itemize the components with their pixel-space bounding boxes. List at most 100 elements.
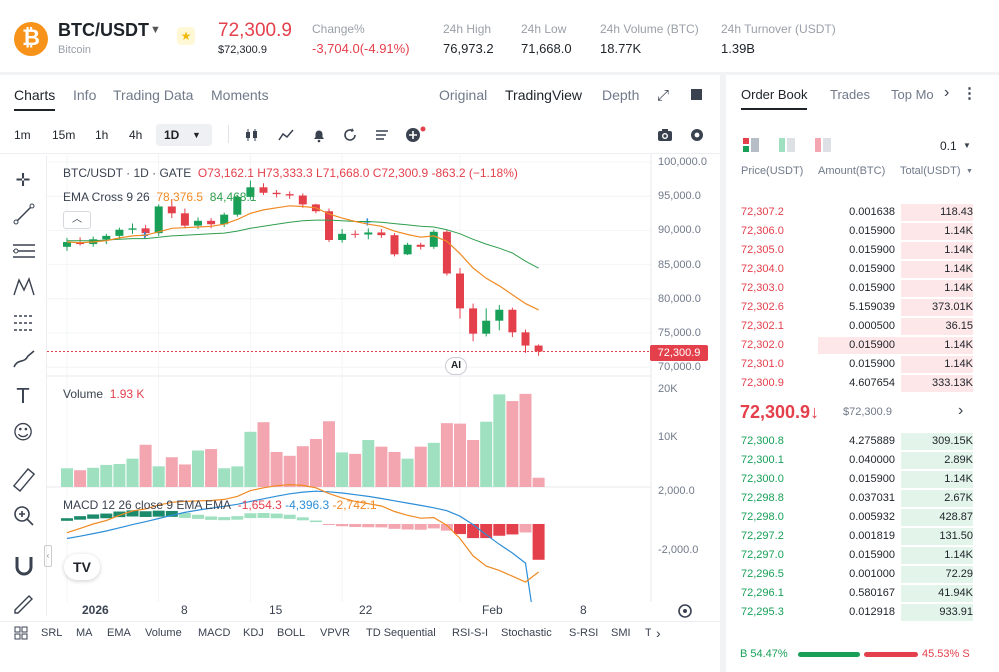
magnet-icon[interactable] xyxy=(12,554,36,578)
macd-hist-bar xyxy=(126,510,139,517)
ask-row[interactable]: 72,302.6 5.159039 373.01K xyxy=(733,298,973,317)
timeframe-1m[interactable]: 1m xyxy=(14,128,31,142)
expand-icon[interactable]: ⤢ xyxy=(657,87,670,104)
tab-info[interactable]: Info xyxy=(73,87,97,103)
indicator-ma[interactable]: MA xyxy=(76,627,93,639)
macd-hist-bar xyxy=(74,516,87,520)
ask-row[interactable]: 72,305.0 0.015900 1.14K xyxy=(733,241,973,260)
ask-row[interactable]: 72,304.0 0.015900 1.14K xyxy=(733,260,973,279)
chart-settings-icon[interactable] xyxy=(677,603,693,619)
chevron-down-icon[interactable]: ▼ xyxy=(966,168,973,175)
trend-line-icon[interactable] xyxy=(13,203,35,225)
ask-row[interactable]: 72,302.0 0.015900 1.14K xyxy=(733,336,973,355)
indicator-volume[interactable]: Volume xyxy=(145,627,182,639)
macd-hist-bar xyxy=(323,524,335,525)
fullscreen-icon[interactable] xyxy=(691,89,702,100)
tab-trades[interactable]: Trades xyxy=(830,87,870,102)
emoji-icon[interactable]: ☺ xyxy=(12,420,34,444)
ask-row[interactable]: 72,301.0 0.015900 1.14K xyxy=(733,355,973,374)
bid-row[interactable]: 72,296.1 0.580167 41.94K xyxy=(733,584,973,603)
pair-selector[interactable]: BTC/USDT xyxy=(58,20,149,40)
pattern-icon[interactable] xyxy=(12,276,36,298)
book-both-icon[interactable] xyxy=(742,137,760,153)
ask-row[interactable]: 72,300.9 4.607654 333.13K xyxy=(733,374,973,393)
timeframe-1d[interactable]: 1D xyxy=(164,128,180,142)
indicator-truncated[interactable]: T xyxy=(645,627,651,639)
horizontal-lines-icon[interactable] xyxy=(12,240,36,262)
depth-bar xyxy=(901,471,973,488)
ask-row[interactable]: 72,303.0 0.015900 1.14K xyxy=(733,279,973,298)
add-indicator-icon[interactable] xyxy=(405,125,427,143)
precision-select[interactable]: 0.1 xyxy=(940,139,957,153)
indicator-macd[interactable]: MACD xyxy=(198,627,231,639)
gear-icon[interactable] xyxy=(689,127,705,143)
more-menu-icon[interactable]: ⋮ xyxy=(962,85,977,102)
indicator-grid-icon[interactable] xyxy=(14,626,28,640)
chevron-right-icon[interactable]: › xyxy=(944,84,950,101)
chevron-down-icon[interactable]: ▼ xyxy=(150,24,161,36)
edit-lock-icon[interactable] xyxy=(12,590,36,614)
indicator-kdj[interactable]: KDJ xyxy=(243,627,264,639)
tab-moments[interactable]: Moments xyxy=(211,87,269,103)
bid-row[interactable]: 72,298.8 0.037031 2.67K xyxy=(733,489,973,508)
zoom-icon[interactable] xyxy=(12,504,36,528)
view-tradingview[interactable]: TradingView xyxy=(505,87,583,103)
chevron-down-icon[interactable]: ▼ xyxy=(963,141,971,150)
settings-list-icon[interactable] xyxy=(374,127,390,143)
timeframe-4h[interactable]: 4h xyxy=(129,128,143,142)
bid-amount: 0.580167 xyxy=(849,587,895,599)
collapse-toolbar-handle[interactable]: ‹ xyxy=(44,545,52,567)
tab-trading-data[interactable]: Trading Data xyxy=(113,87,194,103)
ruler-icon[interactable] xyxy=(12,468,36,492)
bid-price: 72,297.0 xyxy=(741,549,784,561)
fib-icon[interactable] xyxy=(12,312,36,334)
camera-icon[interactable] xyxy=(657,127,673,143)
view-depth[interactable]: Depth xyxy=(602,87,640,103)
bid-row[interactable]: 72,297.0 0.015900 1.14K xyxy=(733,546,973,565)
alert-icon[interactable] xyxy=(311,127,327,143)
ask-total: 1.14K xyxy=(944,225,973,237)
tab-top-movers[interactable]: Top Mo xyxy=(891,87,934,102)
macd-line xyxy=(66,490,532,602)
chevron-right-icon[interactable]: › xyxy=(656,625,661,641)
indicator-ema[interactable]: EMA xyxy=(107,627,131,639)
indicator-s-rsi[interactable]: S-RSI xyxy=(569,627,599,639)
ask-row[interactable]: 72,302.1 0.000500 36.15 xyxy=(733,317,973,336)
book-asks-icon[interactable] xyxy=(814,137,832,153)
indicator-stochastic[interactable]: Stochastic xyxy=(501,627,552,639)
text-tool-icon[interactable]: T xyxy=(16,384,30,408)
tab-charts[interactable]: Charts xyxy=(14,87,56,111)
brush-icon[interactable] xyxy=(12,348,36,370)
crosshair-icon[interactable]: ✛ xyxy=(15,170,31,191)
bid-row[interactable]: 72,300.1 0.040000 2.89K xyxy=(733,451,973,470)
ask-row[interactable]: 72,307.2 0.001638 118.43 xyxy=(733,203,973,222)
indicator-boll[interactable]: BOLL xyxy=(277,627,306,639)
bid-row[interactable]: 72,298.0 0.005932 428.87 xyxy=(733,508,973,527)
indicator-rsi-s-i[interactable]: RSI-S-I xyxy=(452,627,489,639)
bid-row[interactable]: 72,300.8 4.275889 309.15K xyxy=(733,432,973,451)
timeframe-1h[interactable]: 1h xyxy=(95,128,109,142)
book-bids-icon[interactable] xyxy=(778,137,796,153)
favorite-star-icon[interactable]: ★ xyxy=(177,27,195,45)
bid-row[interactable]: 72,300.0 0.015900 1.14K xyxy=(733,470,973,489)
candle-type-icon[interactable] xyxy=(244,127,260,143)
bid-row[interactable]: 72,296.5 0.001000 72.29 xyxy=(733,565,973,584)
tab-order-book[interactable]: Order Book xyxy=(741,87,808,110)
indicator-srl[interactable]: SRL xyxy=(41,627,63,639)
volume-bar xyxy=(257,422,270,487)
indicator-vpvr[interactable]: VPVR xyxy=(320,627,350,639)
ask-row[interactable]: 72,306.0 0.015900 1.14K xyxy=(733,222,973,241)
timeframe-15m[interactable]: 15m xyxy=(52,128,76,142)
indicator-td-sequential[interactable]: TD Sequential xyxy=(366,627,436,639)
indicator-smi[interactable]: SMI xyxy=(611,627,631,639)
timeframe-dropdown-icon[interactable]: ▼ xyxy=(192,130,201,140)
bid-row[interactable]: 72,297.2 0.001819 131.50 xyxy=(733,527,973,546)
collapse-legend-button[interactable]: ︿ xyxy=(63,211,91,229)
chevron-right-icon[interactable]: › xyxy=(958,402,964,419)
replay-icon[interactable] xyxy=(342,127,358,143)
bid-row[interactable]: 72,295.3 0.012918 933.91 xyxy=(733,603,973,622)
price-chart[interactable]: ++ xyxy=(47,154,719,602)
view-original[interactable]: Original xyxy=(439,87,488,103)
indicators-icon[interactable] xyxy=(278,127,294,143)
ai-button[interactable]: AI xyxy=(445,357,467,375)
